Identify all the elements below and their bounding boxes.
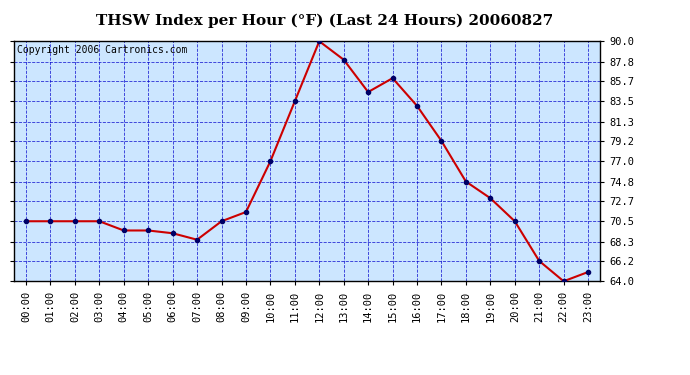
Text: THSW Index per Hour (°F) (Last 24 Hours) 20060827: THSW Index per Hour (°F) (Last 24 Hours)… — [96, 13, 553, 27]
Text: Copyright 2006 Cartronics.com: Copyright 2006 Cartronics.com — [17, 45, 187, 55]
